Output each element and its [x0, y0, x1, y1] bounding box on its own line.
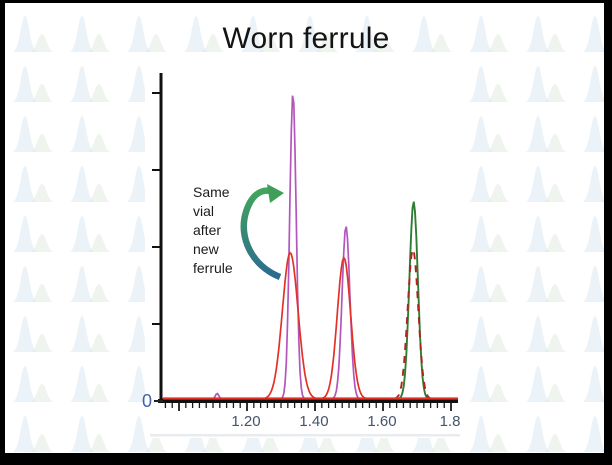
x-axis-line: [158, 399, 458, 403]
y-origin-label: 0: [142, 391, 152, 411]
x-axis-ticks: [164, 403, 452, 411]
slide-title: Worn ferrule: [222, 22, 390, 55]
x-tick-label: 1.8: [440, 413, 461, 430]
x-tick-label: 1.40: [299, 413, 328, 430]
x-tick-label: 1.20: [231, 413, 260, 430]
curved-arrow: [240, 187, 282, 281]
x-tick-label: 1.60: [367, 413, 396, 430]
x-axis-tick-labels: 1.20 1.40 1.60 1.8: [231, 413, 460, 430]
annotation-same-vial: Same vial after new ferrule: [193, 184, 233, 276]
y-axis-ticks: [152, 92, 161, 325]
curved-arrow-head-icon: [267, 184, 284, 203]
separator-line: [150, 434, 460, 437]
